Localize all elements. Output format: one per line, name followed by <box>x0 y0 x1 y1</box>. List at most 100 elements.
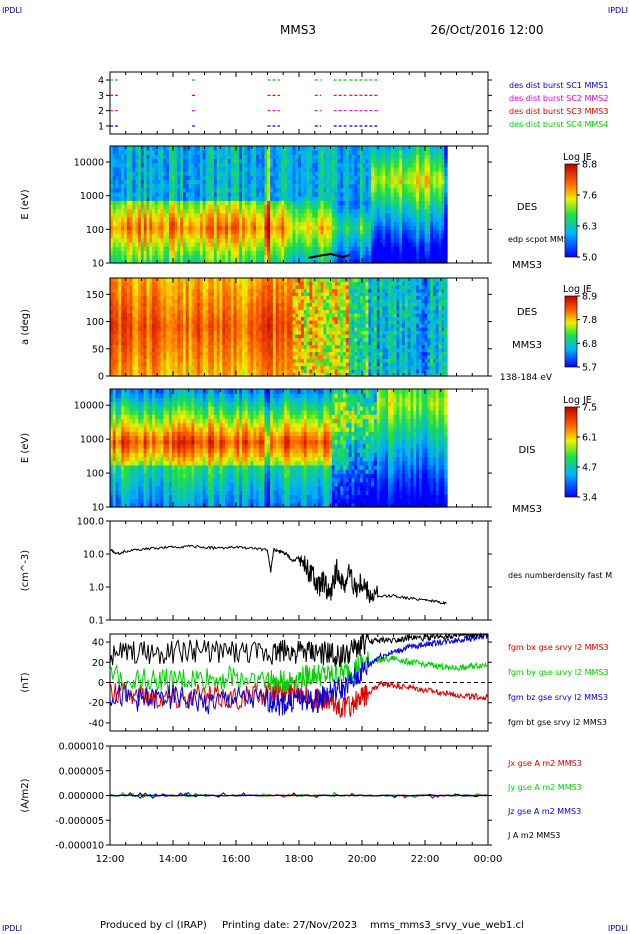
des-energy-cell <box>272 246 277 252</box>
des-energy-cell <box>270 237 274 243</box>
des-energy-cell <box>143 146 148 151</box>
des-energy-cell <box>286 146 291 151</box>
des-energy-cell <box>270 187 274 193</box>
des-energy-cell <box>433 150 437 155</box>
des-energy-cell <box>118 229 122 235</box>
des-energy-cell <box>295 200 299 206</box>
des-energy-cell <box>393 154 398 160</box>
des-energy-cell <box>374 225 378 231</box>
des-energy-cell <box>348 187 353 193</box>
des-energy-cell <box>303 217 308 222</box>
des-pitch-cell <box>239 309 243 314</box>
des-energy-cell <box>227 200 232 206</box>
des-energy-cell <box>236 254 240 260</box>
des-pitch-cell <box>211 316 215 321</box>
des-energy-cell <box>323 229 327 235</box>
des-energy-cell <box>359 162 364 168</box>
des-pitch-cell <box>160 309 164 314</box>
des-energy-cell <box>267 217 271 222</box>
des-energy-cell <box>410 254 414 260</box>
des-energy-cell <box>286 225 291 231</box>
des-energy-cell <box>385 196 389 201</box>
des-energy-cell <box>292 187 296 193</box>
des-pitch-cell <box>199 316 204 321</box>
des-energy-cell <box>216 183 221 189</box>
des-energy-cell <box>197 175 201 181</box>
des-pitch-cell <box>242 278 246 283</box>
des-pitch-cell <box>253 316 257 321</box>
des-energy-cell <box>233 212 237 218</box>
des-energy-cell <box>163 237 167 243</box>
des-energy-cell <box>202 171 207 176</box>
des-energy-cell <box>376 162 381 168</box>
des-energy-cell <box>292 233 296 239</box>
des-pitch-cell <box>129 365 134 370</box>
des-energy-cell <box>300 204 305 210</box>
des-energy-cell <box>222 146 226 151</box>
des-pitch-cell <box>239 306 243 311</box>
des-energy-cell <box>421 254 426 260</box>
des-pitch-cell <box>143 365 148 370</box>
des-pitch-cell <box>115 299 120 304</box>
des-energy-cell <box>140 237 145 243</box>
des-energy-cell <box>140 217 145 222</box>
des-energy-cell <box>421 183 426 189</box>
des-energy-cell <box>154 179 159 185</box>
des-energy-cell <box>256 171 260 176</box>
des-energy-cell <box>416 246 420 252</box>
des-energy-cell <box>115 196 120 201</box>
des-energy-cell <box>267 196 271 201</box>
des-energy-cell <box>379 225 384 231</box>
des-energy-cell <box>393 225 398 231</box>
des-energy-cell <box>272 250 277 256</box>
des-pitch-cell <box>154 313 159 318</box>
des-energy-cell <box>261 187 266 193</box>
des-energy-cell <box>233 171 237 176</box>
des-energy-cell <box>413 166 417 172</box>
des-energy-cell <box>230 233 235 239</box>
des-pitch-cell <box>160 316 164 321</box>
des-pitch-cell <box>250 313 254 318</box>
des-pitch-cell <box>216 348 221 353</box>
des-pitch-cell <box>143 281 148 286</box>
des-energy-cell <box>396 171 400 176</box>
des-energy-cell <box>205 200 209 206</box>
des-pitch-cell <box>163 281 167 286</box>
des-energy-cell <box>315 246 319 252</box>
des-pitch-cell <box>183 341 187 346</box>
des-energy-cell <box>292 242 296 247</box>
des-energy-cell <box>188 150 193 155</box>
des-energy-cell <box>433 191 437 197</box>
des-energy-cell <box>227 208 232 214</box>
des-energy-cell <box>345 154 350 160</box>
des-pitch-cell <box>163 302 167 307</box>
des-energy-cell <box>146 146 150 151</box>
des-pitch-cell <box>225 299 229 304</box>
des-energy-cell <box>368 191 372 197</box>
des-energy-cell <box>289 204 294 210</box>
des-energy-cell <box>239 187 243 193</box>
des-energy-cell <box>368 217 372 222</box>
des-pitch-cell <box>180 327 184 332</box>
des-energy-cell <box>219 150 223 155</box>
des-energy-cell <box>354 150 358 155</box>
des-energy-cell <box>222 204 226 210</box>
des-energy-cell <box>354 146 358 151</box>
des-energy-cell <box>250 254 254 260</box>
des-energy-cell <box>295 237 299 243</box>
des-energy-cell <box>416 187 420 193</box>
des-energy-cell <box>348 258 353 264</box>
des-energy-cell <box>264 175 268 181</box>
des-energy-cell <box>278 225 282 231</box>
des-energy-cell <box>267 158 271 164</box>
des-energy-cell <box>326 150 330 155</box>
des-energy-cell <box>300 250 305 256</box>
des-energy-cell <box>247 146 252 151</box>
des-pitch-cell <box>236 327 240 332</box>
des-energy-cell <box>306 175 311 181</box>
des-pitch-cell <box>177 355 181 360</box>
des-pitch-cell <box>166 334 170 339</box>
des-energy-cell <box>281 183 285 189</box>
des-pitch-cell <box>140 351 145 356</box>
des-energy-cell <box>242 187 246 193</box>
